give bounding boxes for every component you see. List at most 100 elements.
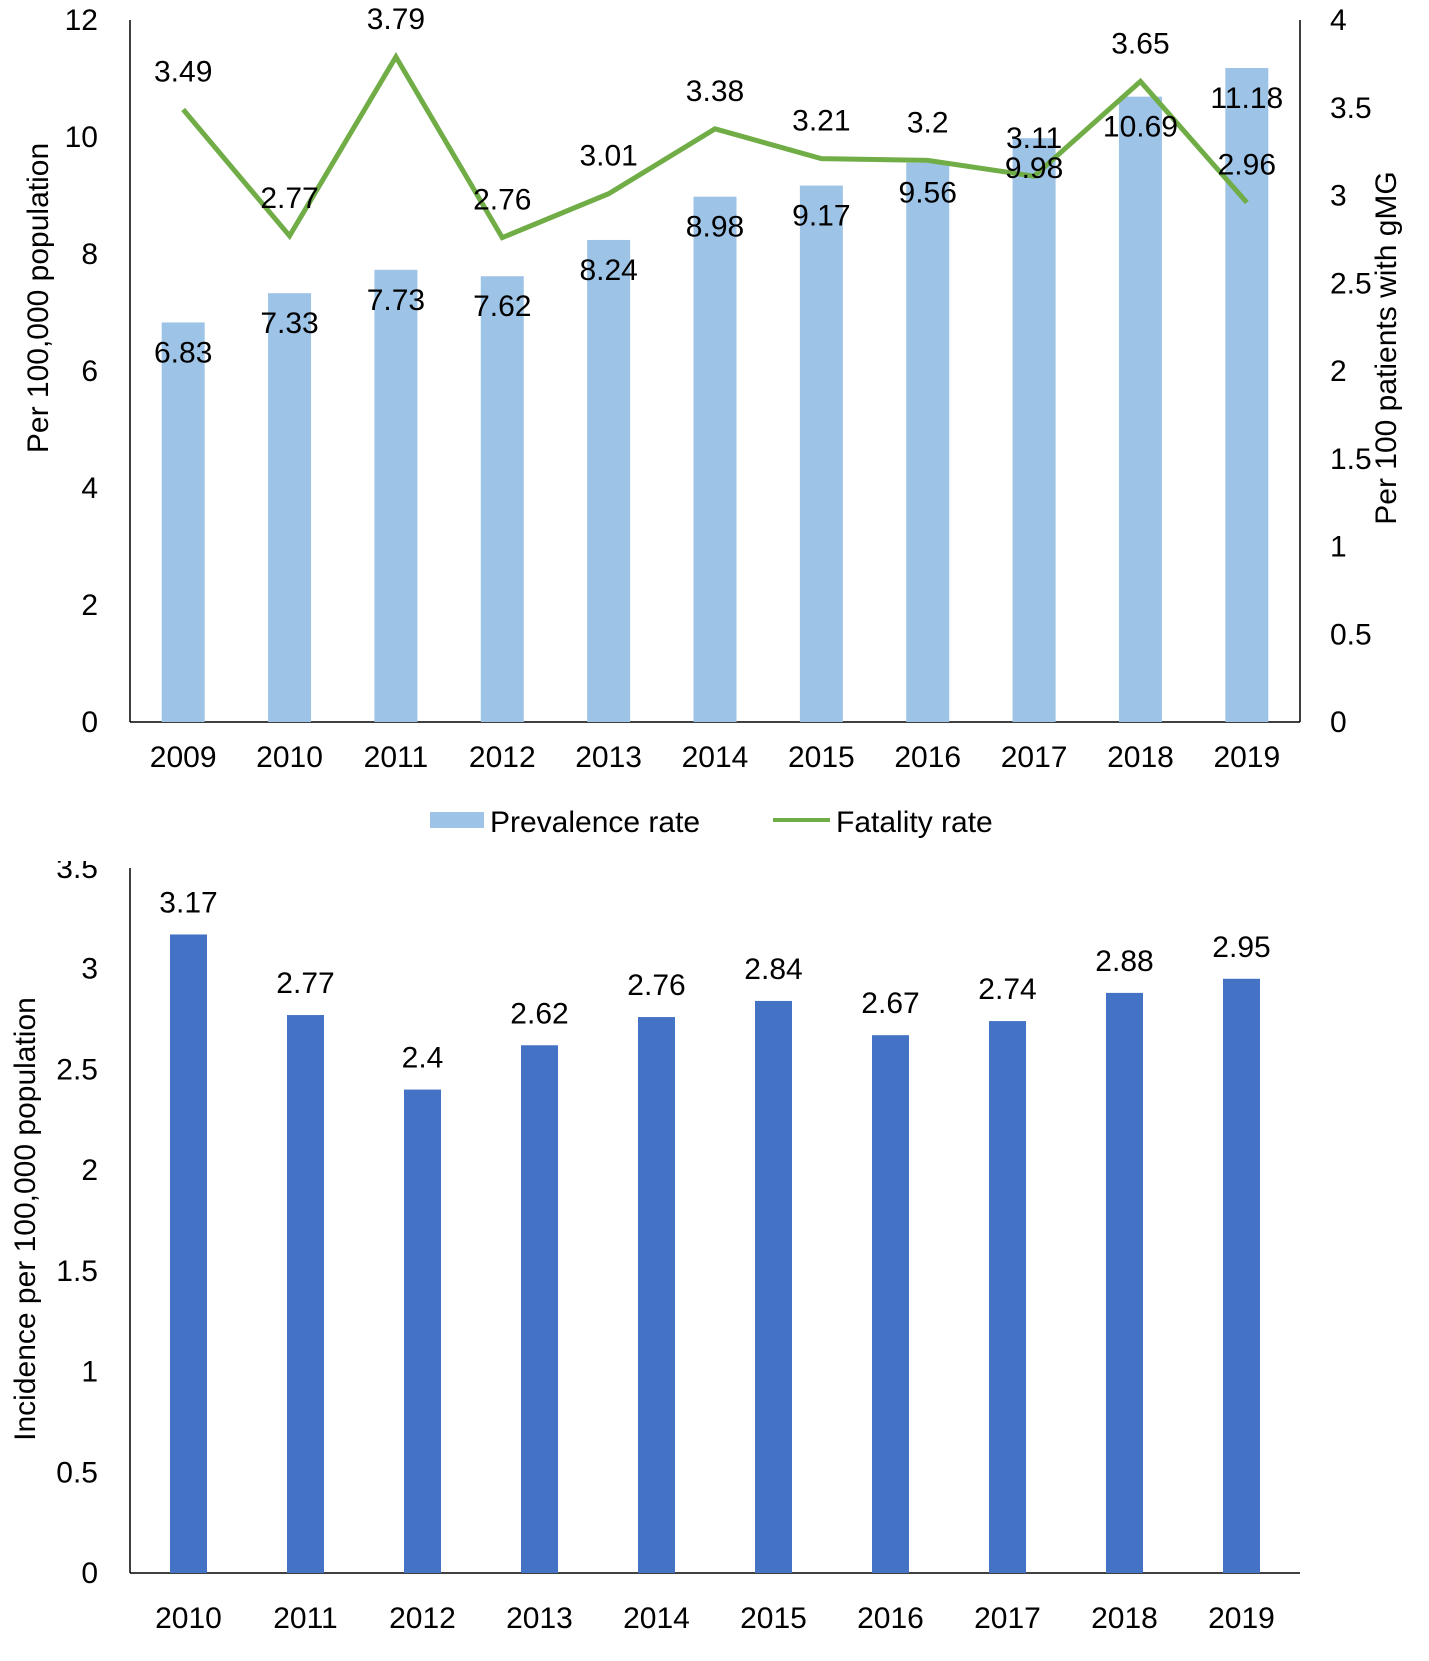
incidence-bar	[404, 1089, 441, 1573]
y2-axis-label: Per 100 patients with gMG	[1370, 171, 1403, 525]
fatality-data-label: 3.49	[154, 56, 212, 89]
incidence-bar	[170, 934, 207, 1573]
prevalence-bar	[268, 293, 312, 722]
x-tick-label: 2012	[389, 1602, 456, 1635]
y-tick-label: 1	[81, 1356, 98, 1389]
prevalence-data-label: 8.98	[686, 211, 744, 244]
x-tick-label: 2013	[506, 1602, 573, 1635]
x-tick-label: 2009	[150, 741, 217, 774]
prevalence-bar	[374, 269, 418, 722]
incidence-data-label: 2.62	[510, 997, 568, 1030]
incidence-data-label: 2.84	[744, 953, 802, 986]
y-tick-label: 3.5	[56, 861, 98, 885]
y2-tick-label: 0.5	[1330, 618, 1372, 651]
x-tick-label: 2019	[1208, 1602, 1275, 1635]
fatality-data-label: 3.21	[792, 105, 850, 138]
incidence-bar	[1223, 978, 1260, 1573]
y2-tick-label: 4	[1330, 4, 1347, 37]
x-tick-label: 2016	[857, 1602, 924, 1635]
y-tick-label: 8	[81, 238, 98, 271]
x-tick-label: 2015	[740, 1602, 807, 1635]
x-tick-label: 2019	[1213, 741, 1280, 774]
fatality-data-label: 2.96	[1218, 149, 1276, 182]
incidence-bar	[989, 1021, 1026, 1573]
legend: Prevalence rate Fatality rate	[430, 806, 993, 839]
fatality-data-label: 3.11	[1006, 122, 1062, 155]
fatality-data-label: 3.2	[907, 106, 949, 139]
y2-tick-label: 3.5	[1330, 92, 1372, 125]
incidence-data-label: 3.17	[159, 886, 217, 919]
prevalence-bar	[1012, 138, 1056, 723]
y-tick-label: 4	[81, 472, 98, 505]
x-tick-label: 2018	[1091, 1602, 1158, 1635]
incidence-data-label: 2.95	[1212, 931, 1270, 964]
y-axis-label: Incidence per 100,000 population	[9, 997, 42, 1441]
y-tick-label: 2	[81, 1154, 98, 1187]
x-tick-label: 2010	[256, 741, 323, 774]
legend-label-prevalence: Prevalence rate	[490, 806, 700, 839]
incidence-data-label: 2.77	[276, 967, 334, 1000]
incidence-bar	[755, 1000, 792, 1573]
prevalence-data-label: 9.56	[899, 177, 957, 210]
prevalence-data-label: 7.73	[367, 284, 425, 317]
incidence-data-label: 2.88	[1095, 945, 1153, 978]
y-tick-label: 1.5	[56, 1255, 98, 1288]
y-tick-label: 12	[65, 4, 98, 37]
x-tick-label: 2016	[894, 741, 961, 774]
prevalence-bar	[693, 196, 737, 723]
x-tick-label: 2017	[1001, 741, 1068, 774]
fatality-data-label: 3.38	[686, 75, 744, 108]
incidence-bar	[287, 1015, 324, 1573]
y2-tick-label: 3	[1330, 180, 1347, 213]
prevalence-data-label: 9.98	[1005, 152, 1063, 185]
prevalence-bar	[1225, 67, 1269, 723]
x-tick-label: 2011	[364, 741, 429, 774]
prevalence-bar	[480, 276, 524, 722]
prevalence-bar	[799, 185, 843, 722]
incidence-data-label: 2.4	[402, 1042, 444, 1075]
incidence-data-label: 2.74	[978, 973, 1036, 1006]
prevalence-data-label: 7.62	[473, 290, 531, 323]
x-tick-label: 2012	[469, 741, 536, 774]
y-tick-label: 10	[65, 121, 98, 154]
legend-swatch-prevalence	[430, 812, 484, 828]
x-tick-label: 2018	[1107, 741, 1174, 774]
y2-tick-label: 0	[1330, 706, 1347, 739]
y-tick-label: 3	[81, 953, 98, 986]
y-tick-label: 0.5	[56, 1456, 98, 1489]
prevalence-data-label: 7.33	[260, 307, 318, 340]
y2-tick-label: 2	[1330, 355, 1347, 388]
fatality-data-label: 2.76	[473, 184, 531, 217]
y2-tick-label: 1.5	[1330, 443, 1372, 476]
prevalence-bar	[161, 322, 205, 722]
y-tick-label: 0	[81, 1557, 98, 1590]
incidence-data-label: 2.76	[627, 969, 685, 1002]
prevalence-bar	[906, 162, 950, 723]
y-tick-label: 2	[81, 589, 98, 622]
y2-tick-label: 2.5	[1330, 267, 1372, 300]
x-tick-label: 2014	[623, 1602, 690, 1635]
x-tick-label: 2013	[575, 741, 642, 774]
incidence-bar	[872, 1035, 909, 1573]
y-tick-label: 0	[81, 706, 98, 739]
y-axis-label: Per 100,000 population	[22, 143, 55, 453]
incidence-bar	[638, 1017, 675, 1573]
y-tick-label: 2.5	[56, 1053, 98, 1086]
x-tick-label: 2010	[155, 1602, 222, 1635]
fatality-data-label: 3.01	[579, 140, 637, 173]
x-tick-label: 2017	[974, 1602, 1041, 1635]
incidence-bar	[521, 1045, 558, 1573]
incidence-bar	[1106, 992, 1143, 1573]
y2-tick-label: 1	[1330, 531, 1347, 564]
incidence-chart: 3.172.772.42.622.76 2.842.67 2.742.88 2.95 …	[9, 861, 1300, 1635]
incidence-data-label: 2.67	[861, 987, 919, 1020]
fatality-data-label: 2.77	[260, 182, 318, 215]
x-tick-label: 2015	[788, 741, 855, 774]
prevalence-bar	[1118, 96, 1162, 722]
fatality-data-label: 3.65	[1111, 27, 1169, 60]
y-tick-label: 6	[81, 355, 98, 388]
x-tick-label: 2014	[682, 741, 749, 774]
x-tick-label: 2011	[273, 1602, 338, 1635]
legend-label-fatality: Fatality rate	[836, 806, 993, 839]
